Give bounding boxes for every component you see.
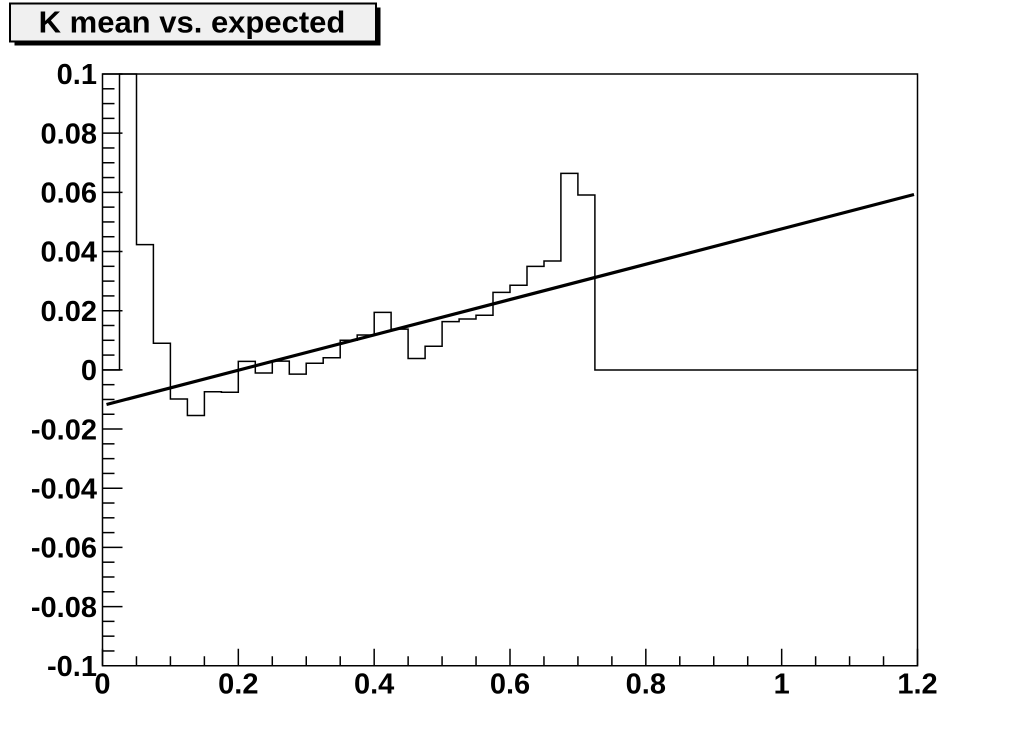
svg-text:0.06: 0.06	[41, 178, 97, 210]
svg-text:-0.1: -0.1	[47, 651, 97, 683]
svg-text:0.2: 0.2	[218, 669, 258, 701]
svg-text:0.02: 0.02	[41, 296, 97, 328]
svg-text:-0.08: -0.08	[31, 592, 97, 624]
svg-text:1: 1	[774, 669, 790, 701]
svg-text:1.2: 1.2	[897, 669, 937, 701]
svg-text:0.04: 0.04	[41, 237, 97, 269]
svg-text:0.08: 0.08	[41, 118, 97, 150]
svg-text:K mean vs. expected: K mean vs. expected	[39, 5, 346, 40]
svg-text:-0.06: -0.06	[31, 533, 97, 565]
svg-text:0: 0	[94, 669, 110, 701]
svg-text:0: 0	[81, 355, 97, 387]
svg-text:-0.02: -0.02	[31, 414, 97, 446]
svg-text:0.6: 0.6	[490, 669, 530, 701]
svg-text:-0.04: -0.04	[31, 473, 97, 505]
svg-text:0.8: 0.8	[626, 669, 666, 701]
svg-text:0.1: 0.1	[57, 59, 97, 91]
svg-text:0.4: 0.4	[354, 669, 394, 701]
